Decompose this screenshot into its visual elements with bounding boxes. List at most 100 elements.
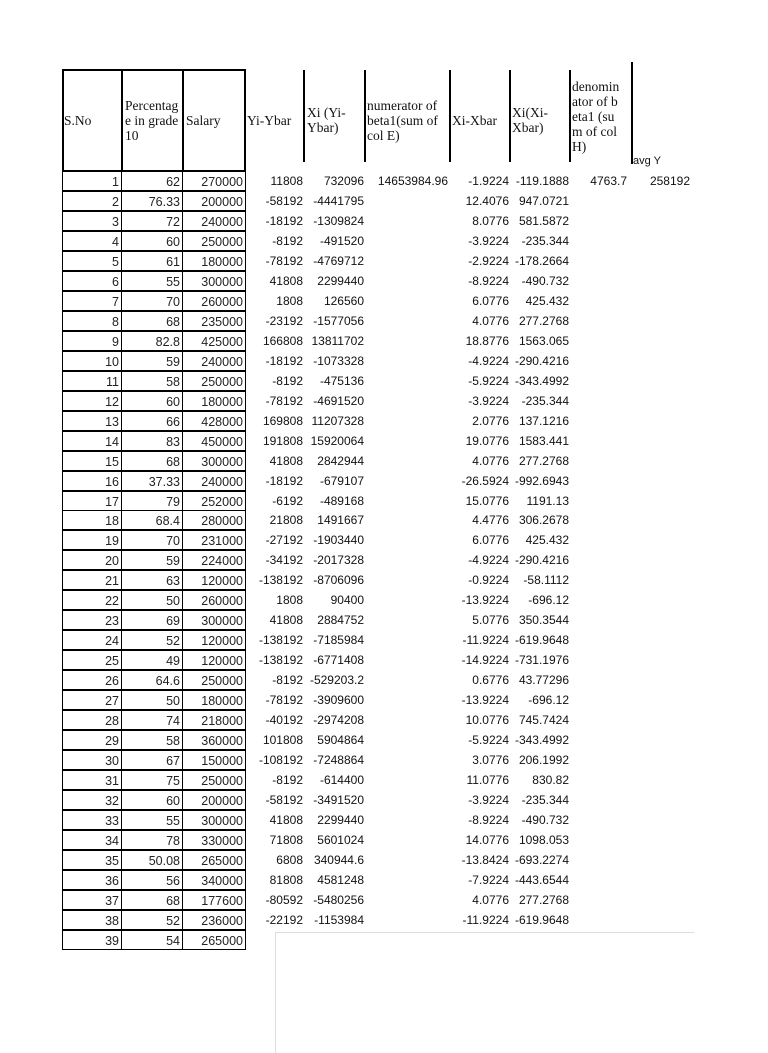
- cell-salary: 260000: [182, 290, 246, 311]
- cell-xi-yi-ybar: -679107: [319, 473, 364, 488]
- cell-percentage: 69: [121, 610, 183, 631]
- cell-percentage: 37.33: [121, 470, 183, 491]
- cell-sno: 28: [62, 710, 122, 731]
- cell-salary: 180000: [182, 690, 246, 711]
- cell-sno: 26: [62, 670, 122, 691]
- cell-xi-xbar: -1.9224: [468, 174, 509, 188]
- cell-xi-xbar: -4.9224: [468, 353, 509, 368]
- cell-salary: 330000: [182, 830, 246, 850]
- cell-xi-yi-ybar: -1073328: [313, 353, 364, 368]
- cell-yi-ybar: 169808: [262, 413, 303, 428]
- cell-yi-ybar: 166808: [262, 333, 303, 348]
- cell-yi-ybar: -8192: [272, 673, 303, 688]
- cell-xi-xbar: 6.0776: [472, 293, 509, 308]
- cell-percentage: 60: [121, 790, 183, 811]
- cell-xi-xbar: -11.9224: [462, 633, 509, 648]
- cell-percentage: 78: [121, 830, 183, 850]
- header-yi-ybar-text: Yi-Ybar: [247, 112, 292, 128]
- cell-yi-ybar: 101808: [262, 733, 303, 748]
- cell-salary: 180000: [182, 250, 246, 271]
- cell-sno: 6: [62, 270, 122, 291]
- cell-xi-xbar: -8.9224: [468, 813, 509, 828]
- header-divider: [631, 62, 633, 164]
- cell-sno: 10: [62, 350, 122, 371]
- cell-percentage: 64.6: [121, 670, 183, 691]
- cell-percentage: 50: [121, 590, 183, 611]
- cell-sno: 5: [62, 250, 122, 271]
- cell-yi-ybar: 41808: [269, 273, 303, 288]
- cell-yi-ybar: -34192: [265, 553, 303, 568]
- cell-xi-xi-xbar: 277.2768: [518, 453, 569, 468]
- cell-xi-xbar: 10.0776: [465, 713, 509, 728]
- cell-yi-ybar: 6808: [276, 852, 303, 867]
- cell-salary: 200000: [182, 790, 246, 811]
- cell-xi-xi-xbar: 306.2678: [518, 513, 569, 528]
- cell-xi-yi-ybar: -3909600: [313, 693, 364, 708]
- cell-yi-ybar: -6192: [272, 493, 303, 508]
- cell-yi-ybar: -78192: [265, 393, 303, 408]
- cell-xi-xi-xbar: -235.344: [521, 233, 569, 248]
- cell-salary: 300000: [182, 810, 246, 831]
- cell-xi-xi-xbar: -343.4992: [514, 373, 569, 388]
- cell-percentage: 72: [121, 210, 183, 231]
- cell-xi-xi-xbar: -235.344: [521, 793, 569, 808]
- header-divider: [182, 70, 184, 171]
- cell-xi-xi-xbar: -58.1112: [523, 573, 569, 588]
- cell-xi-yi-ybar: -475136: [319, 373, 364, 388]
- cell-sno: 19: [62, 530, 122, 551]
- cell-xi-yi-ybar: 732096: [323, 174, 364, 188]
- cell-percentage: 63: [121, 570, 183, 591]
- cell-xi-yi-ybar: -1309824: [313, 213, 364, 228]
- cell-sno: 31: [62, 770, 122, 791]
- cell-sno: 21: [62, 570, 122, 591]
- header-xi-xbar-text: Xi-Xbar: [452, 112, 497, 128]
- cell-xi-xbar: -13.9224: [461, 693, 509, 708]
- cell-xi-xi-xbar: -119.1888: [515, 174, 569, 188]
- cell-percentage: 70: [121, 530, 183, 551]
- cell-sno: 12: [62, 390, 122, 411]
- cell-xi-xi-xbar: -290.4216: [514, 353, 569, 368]
- cell-salary: 240000: [182, 470, 246, 491]
- header-xi-xi-xbar: Xi(Xi-Xbar): [512, 70, 568, 170]
- cell-xi-xi-xbar: 425.432: [525, 533, 569, 548]
- cell-sno: 24: [62, 630, 122, 651]
- cell-xi-yi-ybar: -6771408: [313, 653, 364, 668]
- cell-percentage: 59: [121, 550, 183, 571]
- cell-xi-xi-xbar: -290.4216: [514, 553, 569, 568]
- cell-xi-yi-ybar: -1153984: [314, 912, 364, 927]
- cell-xi-yi-ybar: 5601024: [317, 833, 364, 847]
- cell-xi-yi-ybar: 90400: [330, 593, 364, 608]
- cell-xi-xi-xbar: -235.344: [521, 393, 569, 408]
- cell-xi-xi-xbar: 830.82: [532, 773, 569, 788]
- cell-sno: 7: [62, 290, 122, 311]
- header-xi-xbar: Xi-Xbar: [452, 70, 508, 170]
- cell-percentage: 68.4: [121, 510, 183, 531]
- cell-yi-ybar: 41808: [269, 813, 303, 828]
- cell-percentage: 68: [121, 450, 183, 471]
- cell-xi-yi-ybar: -7185984: [313, 633, 364, 648]
- cell-sno: 14: [62, 430, 122, 451]
- cell-xi-yi-ybar: 2299440: [317, 813, 364, 828]
- denominator-value: 4763.7: [590, 174, 627, 188]
- cell-sno: 2: [62, 190, 122, 211]
- cell-xi-yi-ybar: 126560: [323, 293, 364, 308]
- cell-yi-ybar: -78192: [265, 253, 303, 268]
- cell-xi-xbar: 8.0776: [472, 213, 509, 228]
- cell-yi-ybar: -58192: [265, 793, 303, 808]
- cell-xi-yi-ybar: -2974208: [313, 713, 364, 728]
- cell-xi-xi-xbar: 277.2768: [518, 313, 569, 328]
- cell-xi-yi-ybar: 1491667: [317, 513, 364, 528]
- cell-percentage: 70: [121, 290, 183, 311]
- cell-salary: 260000: [182, 590, 246, 611]
- cell-percentage: 68: [121, 310, 183, 331]
- cell-xi-xbar: 4.0776: [472, 892, 509, 907]
- cell-yi-ybar: 41808: [269, 613, 303, 628]
- cell-xi-xbar: 4.4776: [472, 513, 509, 528]
- cell-percentage: 79: [121, 490, 183, 511]
- cell-salary: 265000: [182, 929, 246, 950]
- cell-salary: 280000: [182, 510, 246, 531]
- header-divider: [449, 70, 451, 162]
- cell-salary: 236000: [182, 909, 246, 930]
- cell-sno: 3: [62, 210, 122, 231]
- cell-salary: 250000: [182, 370, 246, 391]
